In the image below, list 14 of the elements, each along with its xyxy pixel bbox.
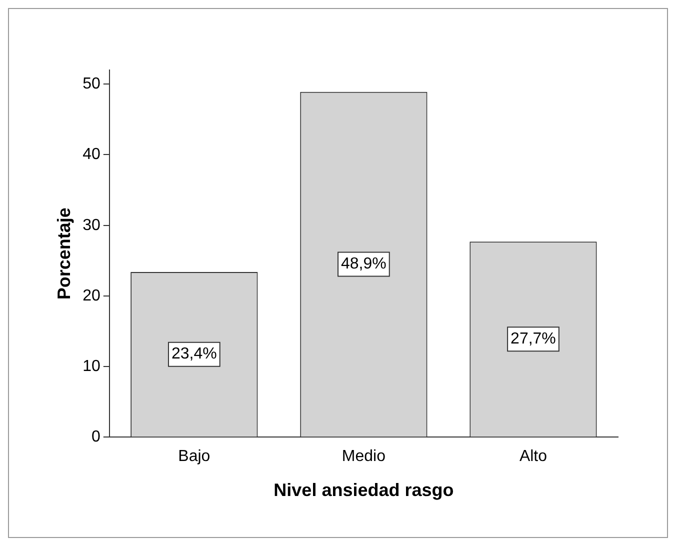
x-tick-label: Bajo [178, 448, 210, 466]
data-label: 27,7% [510, 330, 556, 348]
data-label: 23,4% [171, 346, 217, 363]
y-tick-label: 50 [82, 76, 100, 93]
y-tick-label: 0 [91, 428, 100, 446]
x-tick-label: Alto [519, 448, 548, 466]
data-label: 48,9% [341, 256, 386, 273]
y-tick-label: 20 [82, 287, 100, 304]
x-tick-label: Medio [342, 448, 386, 466]
y-tick-label: 10 [82, 358, 100, 375]
y-tick-label: 30 [82, 216, 100, 234]
y-tick-label: 40 [82, 146, 100, 164]
y-axis-title: Porcentaje [54, 208, 74, 300]
x-axis-title: Nivel ansiedad rasgo [274, 480, 454, 500]
